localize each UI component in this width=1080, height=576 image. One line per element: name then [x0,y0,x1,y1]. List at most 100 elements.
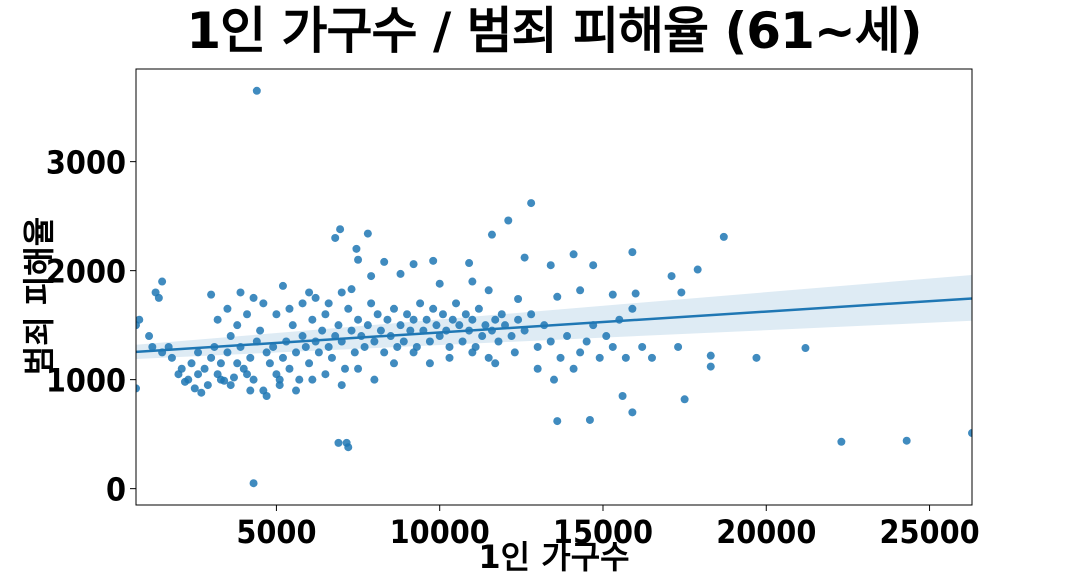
data-point [409,348,418,357]
data-point [674,342,683,351]
data-point [497,310,506,319]
data-point [585,415,594,424]
data-point [425,337,434,346]
data-point [350,348,359,357]
data-point [314,348,323,357]
data-point [285,304,294,313]
data-point [187,359,196,368]
data-point [324,299,333,308]
data-point [373,310,382,319]
data-point [422,315,431,324]
data-point [589,261,598,270]
data-point [468,277,477,286]
data-point [262,348,271,357]
data-point [494,337,503,346]
data-point [608,290,617,299]
data-point [719,232,728,241]
data-point [252,86,261,95]
data-point [246,353,255,362]
data-point [491,359,500,368]
data-point [487,230,496,239]
data-point [546,337,555,346]
data-point [236,288,245,297]
x-tick-label: 10000 [390,513,490,551]
data-point [200,364,209,373]
data-point [223,348,232,357]
data-point [305,359,314,368]
data-point [216,359,225,368]
y-axis-label: 범죄 피해율 [20,217,58,375]
y-tick-label: 1000 [46,362,126,400]
data-point [197,388,206,397]
data-point [631,289,640,298]
data-point [429,256,438,265]
data-point [468,348,477,357]
data-point [207,290,216,299]
data-point [481,321,490,330]
chart-title: 1인 가구수 / 범죄 피해율 (61~세) [186,2,922,60]
data-point [243,370,252,379]
data-point [249,479,258,488]
data-point [305,288,314,297]
data-point [902,436,911,445]
data-point [647,353,656,362]
data-point [706,362,715,371]
data-point [243,310,252,319]
confidence-band [136,275,972,359]
data-point [514,315,523,324]
data-point [380,257,389,266]
data-point [752,353,761,362]
data-point [229,373,238,382]
data-point [167,353,176,362]
data-point [318,326,327,335]
data-point [582,337,591,346]
data-point [396,321,405,330]
data-point [136,384,140,393]
data-point [367,299,376,308]
data-point [706,351,715,360]
data-point [363,321,372,330]
data-point [376,326,385,335]
data-point [968,429,972,438]
data-point [837,437,846,446]
data-point [621,353,630,362]
data-point [334,438,343,447]
data-point [638,342,647,351]
plot-frame [135,68,973,506]
data-point [226,381,235,390]
data-point [553,292,562,301]
data-point [158,277,167,286]
data-point [533,364,542,373]
data-point [321,310,330,319]
data-point [223,304,232,313]
data-point [680,395,689,404]
data-point [667,272,676,281]
data-point [246,386,255,395]
axes: 5000 10000 15000 20000 25000 0 1000 2000 3000 [46,68,980,551]
data-point [429,304,438,313]
data-point [278,353,287,362]
data-point [484,353,493,362]
data-point [406,326,415,335]
data-point [136,321,140,330]
regression-line [136,297,972,354]
data-point [194,348,203,357]
data-point [628,304,637,313]
data-point [576,286,585,295]
data-point [468,315,477,324]
data-point [432,321,441,330]
data-point [693,265,702,274]
data-point [321,370,330,379]
x-axis-label: 1인 가구수 [478,538,629,576]
data-point [269,342,278,351]
data-point [389,359,398,368]
data-point [628,408,637,417]
data-point [569,250,578,259]
data-point [618,392,627,400]
data-point [265,359,274,368]
y-tick-label: 2000 [46,253,126,291]
data-point [184,375,193,384]
data-point [416,299,425,308]
data-point [203,381,212,390]
